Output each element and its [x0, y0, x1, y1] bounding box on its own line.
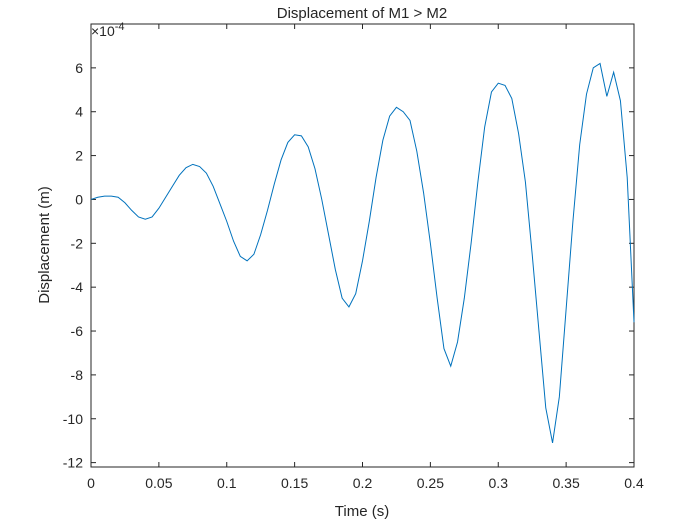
x-tick-label: 0.3 [489, 475, 509, 491]
y-tick-label: 6 [75, 60, 83, 76]
x-tick-label: 0.25 [417, 475, 444, 491]
x-tick-label: 0 [87, 475, 95, 491]
y-tick-label: -2 [71, 235, 84, 251]
y-tick-label: 0 [75, 191, 83, 207]
x-tick-label: 0.05 [145, 475, 172, 491]
y-tick-label: 2 [75, 148, 83, 164]
x-tick-label: 0.15 [281, 475, 308, 491]
x-axis-label: Time (s) [335, 503, 389, 520]
y-tick-label: -10 [63, 411, 83, 427]
y-tick-label: -8 [71, 367, 84, 383]
x-tick-label: 0.1 [217, 475, 237, 491]
chart-title: Displacement of M1 > M2 [277, 5, 448, 22]
exponent-base: ×10 [91, 23, 115, 39]
plot-box [90, 23, 635, 468]
data-line [90, 62, 635, 443]
y-tick-label: -12 [63, 455, 83, 471]
y-axis-label: Displacement (m) [36, 186, 53, 304]
y-tick-label: -6 [71, 323, 84, 339]
x-tick-label: 0.35 [553, 475, 580, 491]
x-tick-label: 0.4 [624, 475, 644, 491]
exponent-power: -4 [115, 21, 125, 33]
y-exponent: ×10-4 [91, 21, 125, 39]
x-tick-label: 0.2 [353, 475, 373, 491]
y-tick-label: -4 [71, 279, 84, 295]
y-tick-label: 4 [75, 104, 83, 120]
